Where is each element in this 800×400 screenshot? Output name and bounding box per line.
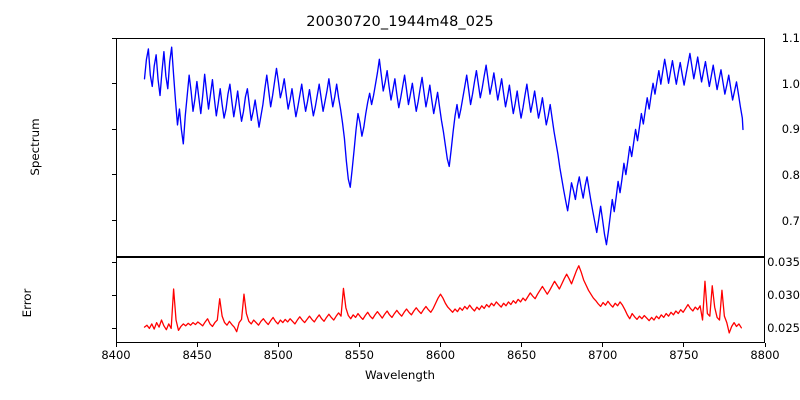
x-tick-mark: [521, 343, 523, 347]
error-plot-area: [143, 265, 742, 334]
y-tick-label: 1.0: [781, 76, 800, 91]
page-title: 20030720_1944m48_025: [306, 14, 494, 30]
x-tick-mark: [602, 343, 604, 347]
x-tick-label: 8700: [588, 348, 618, 362]
x-tick-label: 8450: [182, 348, 212, 362]
y-tick-mark: [112, 327, 116, 329]
spectrum-data-line: [143, 46, 744, 246]
x-tick-label: 8650: [506, 348, 537, 362]
y-tick-mark: [112, 261, 116, 263]
y-tick-label: 1.1: [781, 31, 800, 45]
x-tick-label: 8750: [669, 348, 699, 362]
spectrum-plot-area: [143, 46, 744, 246]
x-tick-label: 8800: [750, 348, 780, 362]
y-tick-mark: [112, 128, 116, 130]
y-tick-label: 0.035: [767, 255, 800, 270]
x-tick-label: 8400: [101, 348, 131, 362]
y-axis-label-spectrum: Spectrum: [28, 118, 42, 176]
y-tick-mark: [112, 174, 116, 176]
y-tick-mark: [112, 83, 116, 85]
x-axis-label: Wavelength: [365, 368, 435, 382]
x-tick-mark: [683, 343, 685, 347]
x-tick-mark: [196, 343, 198, 347]
x-tick-mark: [764, 343, 766, 347]
spectrum-panel: [116, 38, 765, 257]
x-tick-mark: [358, 343, 360, 347]
x-tick-mark: [277, 343, 279, 347]
y-tick-label: 0.9: [781, 122, 800, 137]
x-tick-mark: [440, 343, 442, 347]
error-data-line: [143, 265, 742, 334]
x-tick-label: 8600: [425, 348, 456, 362]
y-axis-label-error: Error: [20, 288, 34, 318]
y-tick-mark: [112, 220, 116, 222]
y-tick-mark: [112, 37, 116, 39]
y-tick-label: 0.8: [781, 167, 800, 182]
x-tick-label: 8500: [263, 348, 293, 362]
x-tick-label: 8550: [344, 348, 375, 362]
y-tick-label: 0.030: [767, 288, 800, 303]
y-tick-label: 0.7: [781, 213, 800, 228]
x-tick-mark: [115, 343, 117, 347]
error-panel: [116, 257, 765, 343]
y-tick-mark: [112, 294, 116, 296]
y-tick-label: 0.025: [767, 321, 800, 336]
